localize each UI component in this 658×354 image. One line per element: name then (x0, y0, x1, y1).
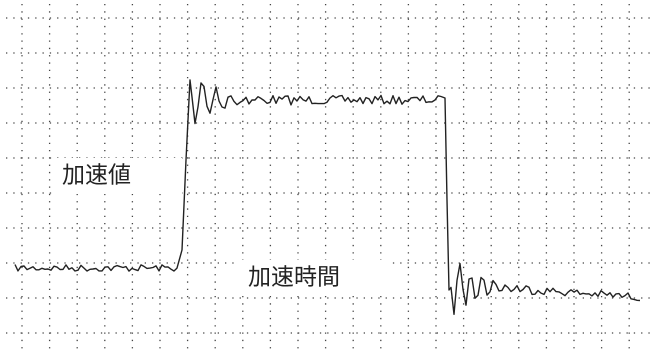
time-axis-label: 加速時間 (248, 265, 340, 291)
label-background (52, 158, 182, 194)
value-axis-label: 加速値 (62, 163, 131, 189)
acceleration-trace (14, 79, 641, 315)
label-background (238, 260, 388, 296)
